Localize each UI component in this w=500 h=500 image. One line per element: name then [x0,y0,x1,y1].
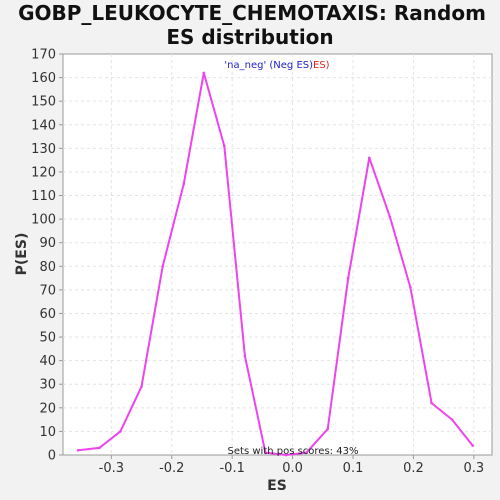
data-point [305,451,308,454]
legend-entry-neg: 'na_neg' (Neg ES) [224,60,313,71]
series-layer [76,71,474,457]
y-tick-label: 110 [31,189,56,204]
data-point [471,444,474,447]
y-tick-label: 130 [31,142,56,157]
data-point [284,453,288,457]
x-axis-ticks: -0.3 -0.2 -0.1 0.0 0.1 0.2 0.3 [99,455,485,476]
chart-title-line1: GOBP_LEUKOCYTE_CHEMOTAXIS: Random [18,1,486,25]
y-tick-label: 120 [31,165,56,180]
y-axis-ticks: 0 10 20 30 40 50 60 70 80 90 100 110 120 130 140 150 160… [31,48,63,464]
data-point [409,286,412,289]
data-point [161,264,164,268]
data-point [243,354,247,358]
y-tick-label: 10 [39,425,56,440]
y-tick-label: 60 [39,307,56,322]
x-axis-label: ES [267,478,287,494]
y-tick-label: 160 [31,71,56,86]
x-tick-label: -0.2 [159,461,184,476]
y-tick-label: 20 [39,401,56,416]
data-point [119,430,122,433]
svg-text:'na_neg' (Neg ES)ES): 'na_neg' (Neg ES)ES) [224,60,329,71]
data-point [368,156,371,160]
legend-entry-es: ES) [313,60,330,71]
x-tick-label: 0.0 [282,461,303,476]
x-tick-label: 0.3 [464,461,485,476]
data-point [346,276,350,280]
x-tick-label: 0.2 [403,461,424,476]
y-tick-label: 50 [39,331,56,346]
data-point [202,71,206,75]
pos-scores-annotation: Sets with pos scores: 43% [228,446,359,457]
y-tick-label: 150 [31,95,56,110]
data-point [450,418,454,421]
data-point [76,448,80,452]
data-point [223,144,226,148]
data-point [264,451,267,454]
data-point [97,446,101,450]
y-tick-label: 170 [31,48,56,63]
y-tick-label: 80 [39,260,56,275]
plot-area [62,53,493,456]
data-point [182,182,186,186]
y-tick-label: 40 [39,354,56,369]
y-tick-label: 0 [48,449,56,464]
y-tick-label: 30 [39,378,56,393]
y-tick-label: 140 [31,118,56,133]
y-tick-label: 70 [39,283,56,298]
data-point [388,215,392,219]
series-line-0 [77,71,474,456]
y-axis-label: P(ES) [14,233,30,276]
x-tick-label: -0.3 [99,461,124,476]
x-tick-label: -0.1 [219,461,244,476]
y-tick-label: 100 [31,213,56,228]
x-tick-label: 0.1 [343,461,364,476]
data-point [140,385,143,388]
data-point [326,427,329,431]
data-point [430,401,433,405]
legend: 'na_neg' (Neg ES)ES) [224,60,329,71]
y-tick-label: 90 [39,236,56,251]
chart-title-line2: ES distribution [166,25,333,49]
